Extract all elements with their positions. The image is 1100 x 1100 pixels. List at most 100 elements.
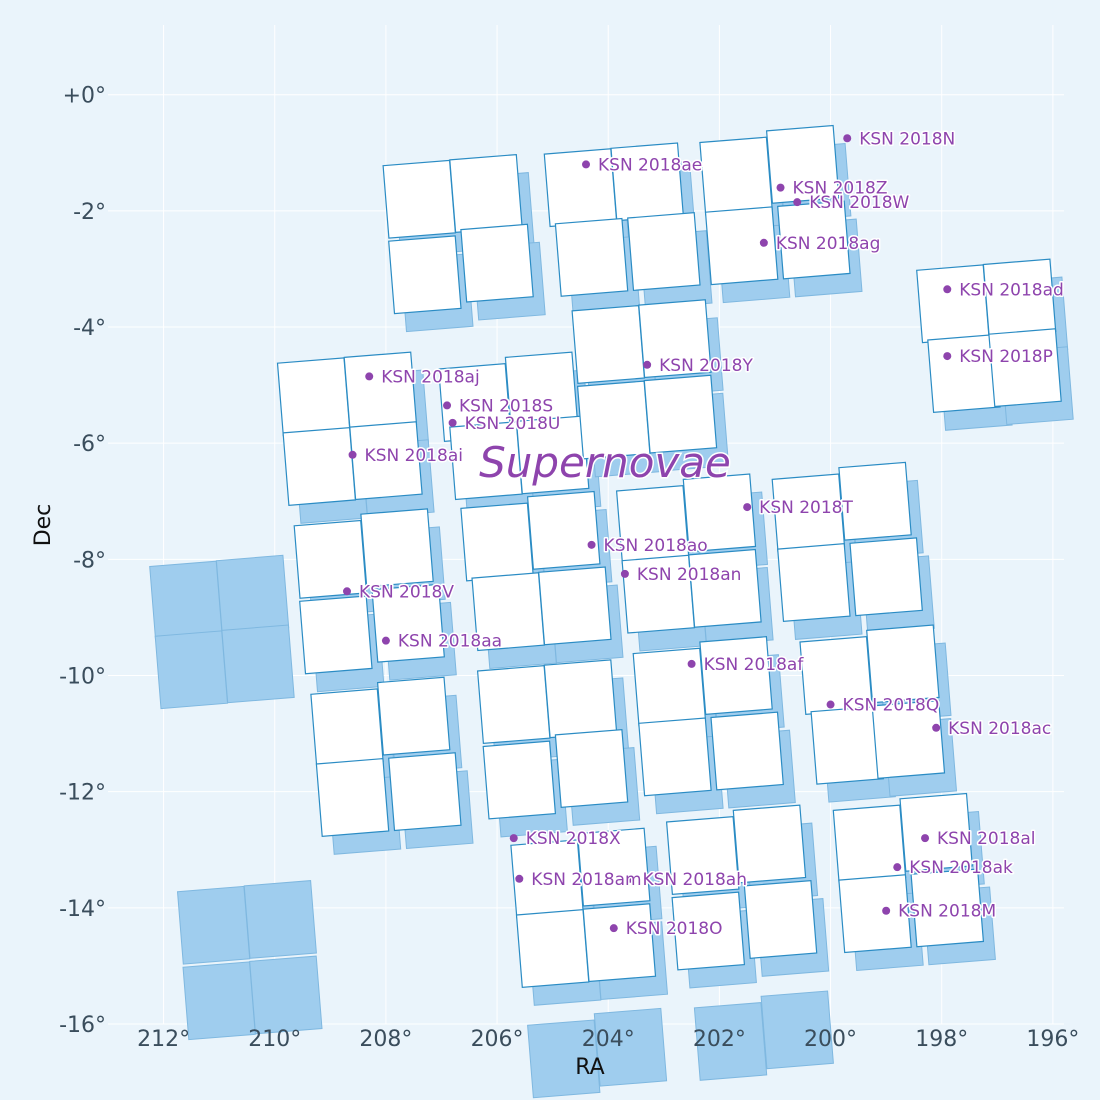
ccd-module	[315, 757, 390, 837]
y-tick-label: -10°	[59, 665, 106, 690]
ccd-module	[743, 879, 818, 959]
supernova-label: KSN 2018aa	[398, 632, 502, 652]
ccd-module	[538, 566, 612, 646]
ccd-module	[349, 421, 423, 501]
supernova-point	[365, 372, 374, 381]
ccd-module	[638, 299, 712, 379]
supernova-label: KSN 2018Q	[843, 696, 940, 716]
supernova-point	[515, 874, 524, 883]
supernova-label: KSN 2018N	[859, 129, 955, 149]
ccd-module	[699, 136, 773, 216]
supernova-label: KSN 2018T	[759, 498, 853, 518]
ccd-module	[299, 595, 373, 675]
y-tick-label: -8°	[73, 548, 106, 573]
shadow-module	[249, 955, 323, 1035]
supernova-label: KSN 2018ak	[909, 858, 1013, 878]
supernova-label: KSN 2018O	[626, 919, 723, 939]
x-tick-label: 202°	[693, 1027, 746, 1052]
supernova-point	[843, 134, 852, 143]
supernova-label: KSN 2018ac	[948, 719, 1051, 739]
supernova-point	[776, 183, 785, 192]
ccd-module	[282, 426, 357, 506]
y-tick-label: -4°	[73, 316, 106, 341]
shadow-module	[149, 560, 223, 640]
ccd-module	[699, 636, 773, 716]
ccd-module	[838, 461, 912, 541]
supernova-label: KSN 2018ah	[642, 870, 747, 890]
shadow-module	[760, 990, 834, 1070]
y-axis-label: Dec	[31, 504, 56, 547]
supernova-label: KSN 2018ao	[604, 536, 708, 556]
supernova-point	[882, 906, 891, 915]
ccd-module	[899, 792, 973, 872]
supernova-point	[943, 285, 952, 294]
shadow-module	[176, 885, 251, 965]
supernova-label: KSN 2018al	[937, 829, 1035, 849]
ccd-module	[571, 304, 646, 384]
supernova-point	[921, 834, 930, 843]
ccd-module	[665, 816, 740, 896]
ccd-module	[732, 804, 807, 884]
ccd-module	[554, 728, 629, 808]
y-tick-label: -12°	[59, 781, 106, 806]
shadow-module	[693, 1002, 768, 1081]
supernova-label: KSN 2018V	[359, 582, 454, 602]
supernova-label: KSN 2018ag	[776, 234, 881, 254]
ccd-module	[643, 374, 718, 454]
ccd-module	[688, 548, 762, 628]
shadow-module	[527, 1019, 601, 1099]
y-tick-label: +0°	[63, 84, 106, 109]
supernova-point	[626, 874, 635, 883]
supernova-points	[343, 134, 952, 933]
ccd-module	[838, 874, 912, 954]
ccd-module	[460, 502, 534, 582]
x-tick-label: 206°	[471, 1027, 524, 1052]
supernova-label: KSN 2018S	[459, 396, 553, 416]
ccd-module	[449, 153, 523, 233]
supernova-point	[609, 924, 618, 933]
supernova-label: KSN 2018an	[637, 565, 742, 585]
supernova-label: KSN 2018P	[959, 347, 1053, 367]
ccd-module	[360, 508, 434, 588]
ccd-module	[343, 351, 418, 431]
ccd-module	[704, 206, 779, 286]
shadow-module	[243, 880, 317, 959]
supernova-label: KSN 2018X	[526, 829, 621, 849]
shadow-module	[593, 1007, 668, 1087]
ccd-module	[777, 200, 851, 280]
shadow-module	[215, 554, 290, 634]
supernova-point	[943, 352, 952, 361]
supernova-label: KSN 2018af	[704, 655, 805, 675]
y-tick-labels: +0° -2° -4° -6° -8° -10° -12° -14° -16°	[59, 84, 106, 1038]
ccd-module	[910, 868, 985, 948]
y-tick-label: -16°	[59, 1013, 106, 1038]
supernova-label: KSN 2018U	[465, 414, 561, 434]
supernova-point	[932, 723, 941, 732]
ccd-module	[276, 357, 351, 437]
supernova-label: KSN 2018am	[531, 870, 641, 890]
ccd-module	[632, 647, 707, 727]
ccd-module	[310, 688, 384, 768]
supernova-point	[743, 503, 752, 512]
footprint-modules	[276, 124, 1062, 988]
ccd-module	[671, 891, 746, 971]
ccd-module	[543, 659, 618, 739]
ccd-module	[777, 543, 851, 623]
supernova-label: KSN 2018ai	[365, 446, 463, 466]
ccd-module	[866, 624, 940, 704]
supernova-label: KSN 2018aj	[381, 367, 479, 387]
x-tick-label: 198°	[915, 1027, 968, 1052]
ccd-module	[576, 827, 651, 907]
supernova-point	[687, 659, 696, 668]
supernova-point	[343, 587, 351, 596]
supernova-point	[643, 360, 652, 369]
annotation-supernovae: Supernovae	[479, 438, 731, 487]
y-tick-label: -6°	[73, 432, 106, 457]
supernova-point	[582, 160, 590, 169]
ccd-module	[710, 711, 784, 791]
ccd-module	[515, 908, 590, 988]
supernova-point	[793, 198, 802, 207]
ccd-module	[916, 264, 990, 344]
supernova-label: KSN 2018M	[898, 902, 996, 922]
